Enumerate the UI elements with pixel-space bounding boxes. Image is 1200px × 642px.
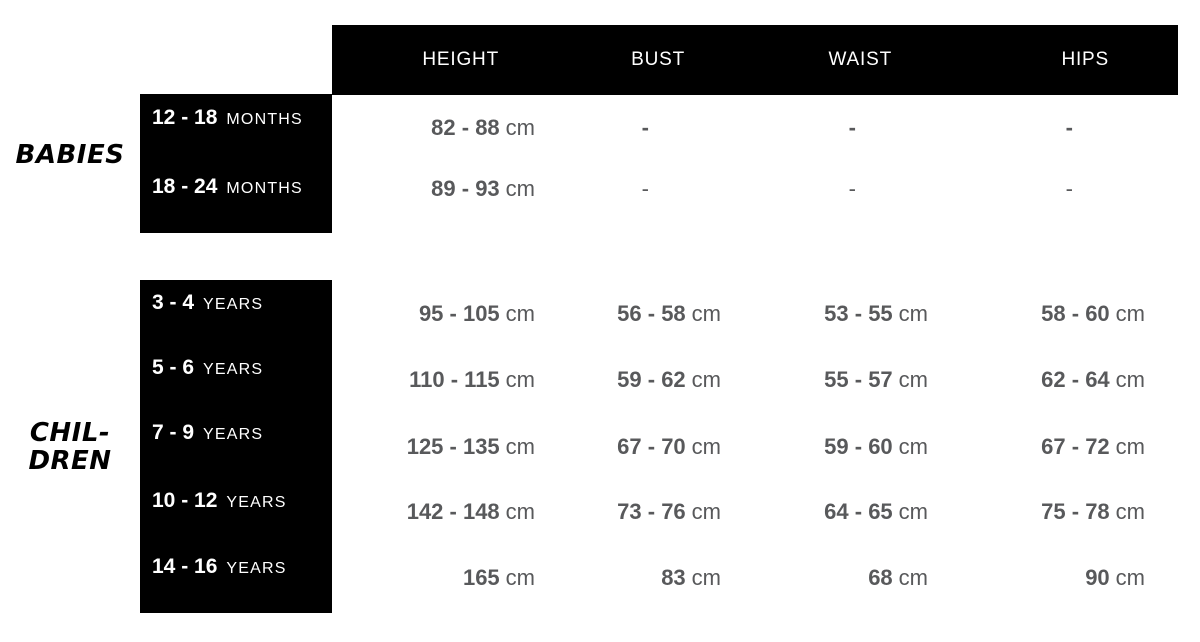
bust-cell: 67 - 70 cm: [617, 434, 721, 459]
age-range: 18 - 24: [152, 175, 218, 198]
table-header-bar: HEIGHT BUST WAIST HIPS: [332, 25, 1178, 95]
waist-cell: 53 - 55 cm: [824, 301, 928, 326]
age-unit: MONTHS: [226, 111, 303, 128]
age-unit: YEARS: [203, 296, 264, 313]
age-row-7-9-years: 7 - 9 YEARS: [140, 419, 332, 447]
age-unit: YEARS: [226, 494, 287, 511]
column-header-waist: WAIST: [828, 49, 892, 70]
age-unit: YEARS: [203, 426, 264, 443]
waist-cell: 68 cm: [868, 565, 928, 590]
section-label-line: DREN: [28, 446, 112, 476]
age-row-5-6-years: 5 - 6 YEARS: [140, 354, 332, 382]
height-cell: 110 - 115 cm: [409, 367, 535, 392]
height-cell: 165 cm: [462, 565, 535, 590]
waist-cell: 55 - 57 cm: [824, 367, 928, 392]
section-label-line: BABIES: [15, 140, 125, 170]
height-cell: 142 - 148 cm: [406, 499, 535, 524]
bust-cell: 56 - 58 cm: [617, 301, 721, 326]
age-range: 5 - 6: [152, 356, 195, 379]
measurement-row-3-4-years: 95 - 105 cm 56 - 58 cm 53 - 55 cm 58 - 60 cm: [332, 299, 1145, 329]
measurement-row-10-12-years: 142 - 148 cm 73 - 76 cm 64 - 65 cm 75 - 78 c…: [332, 497, 1145, 527]
children-age-box: 3 - 4 YEARS 5 - 6 YEARS 7 - 9 YEARS 10 - 12…: [140, 280, 332, 613]
age-row-14-16-years: 14 - 16 YEARS: [140, 553, 332, 581]
babies-age-box: 12 - 18 MONTHS 18 - 24 MONTHS: [140, 94, 332, 233]
age-unit: MONTHS: [226, 180, 303, 197]
section-label-line: CHIL-: [29, 418, 111, 448]
age-range: 10 - 12: [152, 489, 218, 512]
bust-cell: -: [641, 115, 649, 140]
waist-cell: -: [848, 176, 856, 201]
hips-cell: 75 - 78 cm: [1041, 499, 1145, 524]
bust-cell: 73 - 76 cm: [617, 499, 721, 524]
waist-cell: 64 - 65 cm: [824, 499, 928, 524]
waist-cell: 59 - 60 cm: [824, 434, 928, 459]
height-cell: 125 - 135 cm: [406, 434, 535, 459]
section-label-children: CHIL- DREN: [0, 419, 140, 475]
age-row-18-24-months: 18 - 24 MONTHS: [140, 173, 332, 201]
measurement-row-5-6-years: 110 - 115 cm 59 - 62 cm 55 - 57 cm 62 - 64 c…: [332, 365, 1145, 395]
measurement-row-12-18-months: 82 - 88 cm - - -: [332, 113, 1145, 143]
column-header-bust: BUST: [631, 49, 685, 70]
hips-cell: 90 cm: [1085, 565, 1145, 590]
height-cell: 89 - 93 cm: [431, 176, 535, 201]
hips-cell: 67 - 72 cm: [1041, 434, 1145, 459]
bust-cell: 83 cm: [661, 565, 721, 590]
hips-cell: 58 - 60 cm: [1041, 301, 1145, 326]
bust-cell: -: [641, 176, 649, 201]
age-range: 14 - 16: [152, 555, 218, 578]
column-header-height: HEIGHT: [422, 49, 499, 70]
column-header-hips: HIPS: [1061, 49, 1109, 70]
age-row-3-4-years: 3 - 4 YEARS: [140, 289, 332, 317]
age-unit: YEARS: [226, 560, 287, 577]
age-range: 7 - 9: [152, 421, 195, 444]
measurement-row-14-16-years: 165 cm 83 cm 68 cm 90 cm: [332, 563, 1145, 593]
section-label-babies: BABIES: [0, 141, 140, 169]
measurement-row-18-24-months: 89 - 93 cm - - -: [332, 174, 1145, 204]
hips-cell: 62 - 64 cm: [1041, 367, 1145, 392]
age-row-12-18-months: 12 - 18 MONTHS: [140, 104, 332, 132]
hips-cell: -: [1065, 176, 1073, 201]
measurement-row-7-9-years: 125 - 135 cm 67 - 70 cm 59 - 60 cm 67 - 72 c…: [332, 432, 1145, 462]
age-row-10-12-years: 10 - 12 YEARS: [140, 487, 332, 515]
height-cell: 82 - 88 cm: [431, 115, 535, 140]
bust-cell: 59 - 62 cm: [617, 367, 721, 392]
height-cell: 95 - 105 cm: [418, 301, 535, 326]
age-unit: YEARS: [203, 361, 264, 378]
waist-cell: -: [848, 115, 856, 140]
age-range: 12 - 18: [152, 106, 218, 129]
hips-cell: -: [1065, 115, 1073, 140]
age-range: 3 - 4: [152, 291, 195, 314]
